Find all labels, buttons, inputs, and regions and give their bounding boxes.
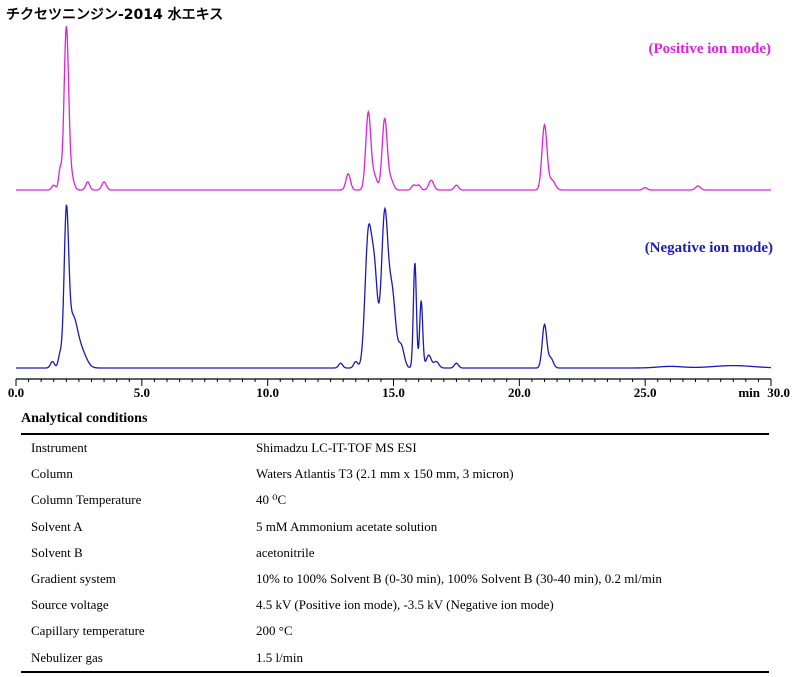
condition-value: 40 ⁰C (256, 492, 287, 508)
positive-mode-label: (Positive ion mode) (649, 41, 771, 57)
condition-key: Nebulizer gas (31, 649, 103, 665)
x-tick-label: 5.0 (134, 385, 150, 400)
condition-key: Solvent A (31, 518, 83, 534)
condition-value: 4.5 kV (Positive ion mode), -3.5 kV (Neg… (256, 597, 554, 613)
condition-key: Column (31, 466, 73, 482)
condition-value: 5 mM Ammonium acetate solution (256, 518, 438, 534)
condition-row: Column Waters Atlantis T3 (2.1 mm x 150 m… (21, 461, 769, 487)
positive-ion-trace (16, 26, 771, 191)
condition-row: Column Temperature 40 ⁰C (21, 487, 769, 513)
x-tick-label: 25.0 (634, 385, 657, 400)
condition-row: Source voltage 4.5 kV (Positive ion mode)… (21, 592, 769, 618)
condition-row: Instrument Shimadzu LC-IT-TOF MS ESI (21, 434, 769, 461)
x-tick-label: 20.0 (508, 385, 531, 400)
condition-key: Solvent B (31, 544, 83, 560)
chromatogram-chart: (Positive ion mode) (Negative ion mode) 0.… (8, 26, 790, 400)
condition-row: Capillary temperature 200 °C (21, 618, 769, 644)
condition-key: Gradient system (31, 571, 116, 587)
conditions-table-body: Instrument Shimadzu LC-IT-TOF MS ESI Colum… (21, 434, 769, 672)
x-tick-label: 10.0 (256, 385, 279, 400)
negative-ion-trace (16, 203, 772, 369)
condition-row: Nebulizer gas 1.5 l/min (21, 645, 769, 672)
condition-key: Source voltage (31, 597, 109, 613)
condition-value: 10% to 100% Solvent B (0-30 min), 100% S… (256, 571, 662, 587)
condition-key: Capillary temperature (31, 623, 145, 639)
conditions-table: Instrument Shimadzu LC-IT-TOF MS ESI Colum… (21, 433, 769, 673)
x-tick-label: 30.0 (767, 385, 790, 400)
condition-row: Solvent B acetonitrile (21, 540, 769, 566)
condition-key: Column Temperature (31, 492, 142, 508)
x-unit-label: min (738, 385, 760, 400)
condition-value: Waters Atlantis T3 (2.1 mm x 150 mm, 3 m… (256, 466, 514, 482)
condition-value: Shimadzu LC-IT-TOF MS ESI (256, 440, 417, 456)
x-tick-label: 15.0 (382, 385, 405, 400)
condition-row: Gradient system 10% to 100% Solvent B (0-… (21, 566, 769, 592)
condition-value: 200 °C (256, 623, 293, 639)
condition-row: Solvent A 5 mM Ammonium acetate solution (21, 514, 769, 540)
conditions-title: Analytical conditions (21, 411, 148, 426)
negative-mode-label: (Negative ion mode) (645, 240, 773, 256)
condition-value: 1.5 l/min (256, 649, 303, 665)
x-tick-label: 0.0 (8, 385, 24, 400)
condition-key: Instrument (31, 440, 88, 456)
chart-title: チクセツニンジン-2014 水エキス (6, 7, 224, 23)
condition-value: acetonitrile (256, 544, 315, 560)
